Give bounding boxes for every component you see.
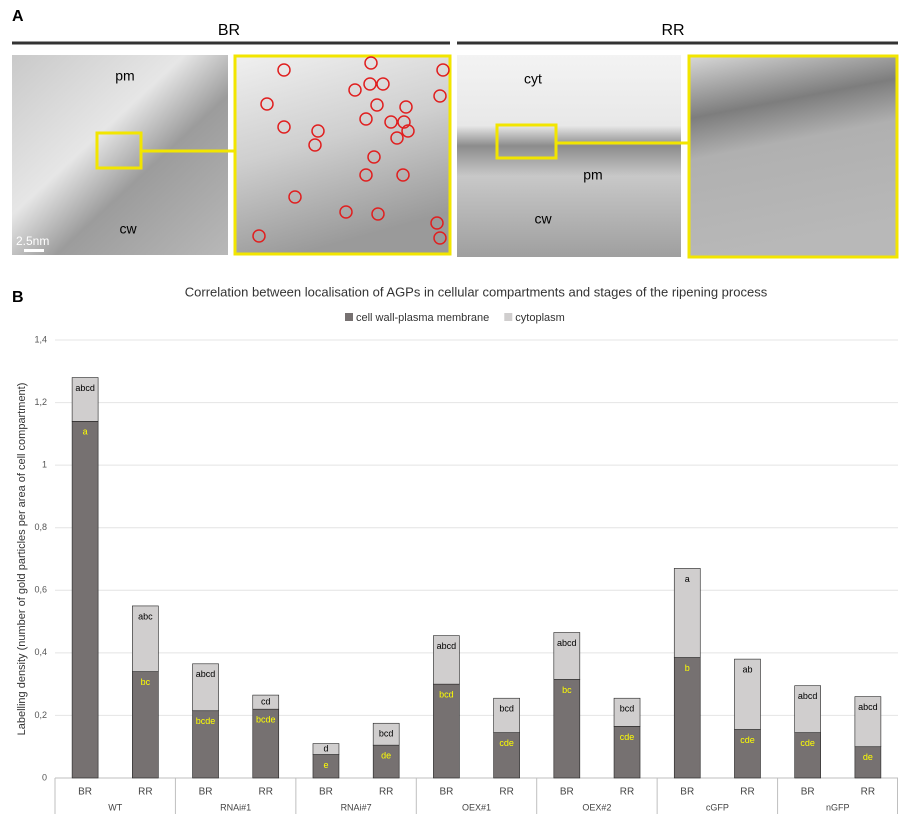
- group-label: cGFP: [706, 802, 729, 812]
- scale-bar: [24, 249, 44, 252]
- y-tick-label: 1: [42, 460, 47, 470]
- x-tick-label: BR: [680, 787, 694, 798]
- panel-label: B: [12, 289, 24, 306]
- micrograph-label: pm: [115, 68, 134, 84]
- group-label: RNAi#7: [341, 802, 372, 812]
- bar-letter: cde: [800, 738, 815, 748]
- bar-letter: bc: [562, 685, 572, 695]
- bar-letter: abcd: [798, 691, 818, 701]
- micrograph-zoom: [689, 56, 897, 257]
- bar-letter: abcd: [75, 383, 95, 393]
- bar-letter: cd: [261, 697, 271, 707]
- x-tick-label: BR: [199, 787, 213, 798]
- bar-letter: bcd: [439, 690, 454, 700]
- micrograph-zoom: [235, 56, 450, 254]
- micrograph-label: cw: [119, 221, 137, 237]
- panel-label: A: [12, 8, 24, 25]
- x-tick-label: RR: [620, 787, 634, 798]
- y-tick-label: 1,4: [34, 334, 47, 344]
- micrograph: [457, 55, 681, 257]
- x-tick-label: RR: [740, 787, 754, 798]
- bar-segment: [132, 672, 158, 778]
- x-tick-label: RR: [379, 787, 393, 798]
- y-tick-label: 1,2: [34, 397, 47, 407]
- bar-letter: abcd: [437, 641, 457, 651]
- y-tick-label: 0,6: [34, 585, 47, 595]
- x-tick-label: RR: [138, 787, 152, 798]
- bar-letter: cde: [740, 735, 755, 745]
- y-tick-label: 0,2: [34, 710, 47, 720]
- scale-bar-label: 2.5nm: [16, 234, 49, 248]
- bar-letter: bcd: [620, 704, 635, 714]
- bar-letter: cde: [620, 732, 635, 742]
- micrograph-label: cyt: [524, 71, 542, 87]
- legend-label: cell wall-plasma membrane: [356, 312, 489, 324]
- bar-letter: bc: [141, 677, 151, 687]
- bar-letter: abcd: [858, 702, 878, 712]
- bar-letter: bcd: [379, 729, 394, 739]
- micrograph-label: cw: [534, 211, 552, 227]
- bar-letter: abc: [138, 611, 153, 621]
- bar-letter: b: [685, 663, 690, 673]
- bar-letter: e: [323, 760, 328, 770]
- micrograph-label: pm: [583, 167, 602, 183]
- bar-letter: a: [83, 427, 88, 437]
- group-label: BR: [218, 22, 240, 39]
- legend-label: cytoplasm: [515, 312, 565, 324]
- x-tick-label: BR: [319, 787, 333, 798]
- bar-letter: bcde: [256, 715, 276, 725]
- panel-a: A BR RR pm cw 2.5nm cyt pm cw: [12, 8, 898, 257]
- x-tick-label: BR: [801, 787, 815, 798]
- x-tick-label: BR: [560, 787, 574, 798]
- y-tick-label: 0,4: [34, 647, 47, 657]
- bar-letter: abcd: [557, 638, 577, 648]
- bar-letter: bcd: [499, 704, 514, 714]
- x-tick-label: RR: [499, 787, 513, 798]
- group-label: RR: [661, 22, 684, 39]
- bar-segment: [72, 421, 98, 778]
- bar-letter: abcd: [196, 669, 216, 679]
- legend-swatch: [345, 313, 353, 321]
- group-label: OEX#2: [582, 802, 611, 812]
- figure: A BR RR pm cw 2.5nm cyt pm cw B Correlat…: [0, 0, 899, 814]
- bar-letter: de: [381, 751, 391, 761]
- page: A BR RR pm cw 2.5nm cyt pm cw B Correlat…: [0, 0, 899, 814]
- x-tick-label: RR: [861, 787, 875, 798]
- y-tick-label: 0,8: [34, 522, 47, 532]
- bar-letter: d: [323, 743, 328, 753]
- x-tick-label: BR: [78, 787, 92, 798]
- bar-segment: [674, 658, 700, 778]
- y-axis-title: Labelling density (number of gold partic…: [16, 383, 28, 736]
- x-tick-label: RR: [259, 787, 273, 798]
- group-label: RNAi#1: [220, 802, 251, 812]
- y-tick-label: 0: [42, 772, 47, 782]
- bar-letter: ab: [742, 664, 752, 674]
- group-label: OEX#1: [462, 802, 491, 812]
- group-label: WT: [108, 802, 122, 812]
- bar-letter: bcde: [196, 716, 216, 726]
- legend-swatch: [504, 313, 512, 321]
- bar-letter: cde: [499, 738, 514, 748]
- x-tick-label: BR: [439, 787, 453, 798]
- bar-letter: de: [863, 752, 873, 762]
- group-label: nGFP: [826, 802, 850, 812]
- bar-letter: a: [685, 574, 690, 584]
- chart-title: Correlation between localisation of AGPs…: [185, 284, 768, 299]
